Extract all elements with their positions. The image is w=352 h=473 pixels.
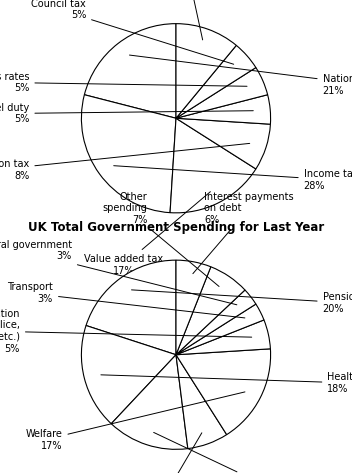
Text: Health care
18%: Health care 18% (101, 372, 352, 394)
Wedge shape (176, 118, 270, 169)
Wedge shape (176, 95, 271, 124)
Text: Defence
7%: Defence 7% (132, 433, 202, 473)
Text: Interest payments
on debt
6%: Interest payments on debt 6% (193, 192, 294, 274)
Wedge shape (176, 260, 211, 355)
Text: General government
3%: General government 3% (0, 240, 237, 305)
Text: Others
11%: Others 11% (169, 0, 203, 40)
Text: Fuel duty
5%: Fuel duty 5% (0, 103, 253, 124)
Wedge shape (86, 260, 176, 355)
Wedge shape (170, 118, 256, 213)
Wedge shape (176, 68, 268, 118)
Wedge shape (176, 45, 256, 118)
Text: Protection
(law, police,
fire etc.)
5%: Protection (law, police, fire etc.) 5% (0, 309, 252, 353)
Wedge shape (111, 355, 188, 449)
Text: Education
14%: Education 14% (154, 432, 291, 473)
Wedge shape (176, 320, 270, 355)
Wedge shape (176, 290, 256, 355)
Text: Welfare
17%: Welfare 17% (26, 392, 245, 451)
Text: Income tax
28%: Income tax 28% (114, 166, 352, 191)
Wedge shape (81, 95, 176, 213)
Wedge shape (176, 267, 245, 355)
Wedge shape (176, 355, 227, 448)
Text: Other
spending
7%: Other spending 7% (103, 192, 219, 287)
Text: National insurance
21%: National insurance 21% (130, 55, 352, 96)
Wedge shape (81, 325, 176, 424)
Wedge shape (84, 24, 176, 118)
Text: Council tax
5%: Council tax 5% (31, 0, 234, 64)
Text: Value added tax
17%: Value added tax 17% (84, 192, 210, 276)
Wedge shape (176, 304, 264, 355)
Text: Corporation tax
8%: Corporation tax 8% (0, 143, 250, 181)
Text: Transport
3%: Transport 3% (7, 282, 245, 318)
Wedge shape (176, 24, 236, 118)
Text: Pensions
20%: Pensions 20% (132, 290, 352, 314)
Wedge shape (176, 349, 271, 435)
Title: UK Total Government Spending for Last Year: UK Total Government Spending for Last Ye… (28, 221, 324, 234)
Text: Business rates
5%: Business rates 5% (0, 71, 247, 93)
